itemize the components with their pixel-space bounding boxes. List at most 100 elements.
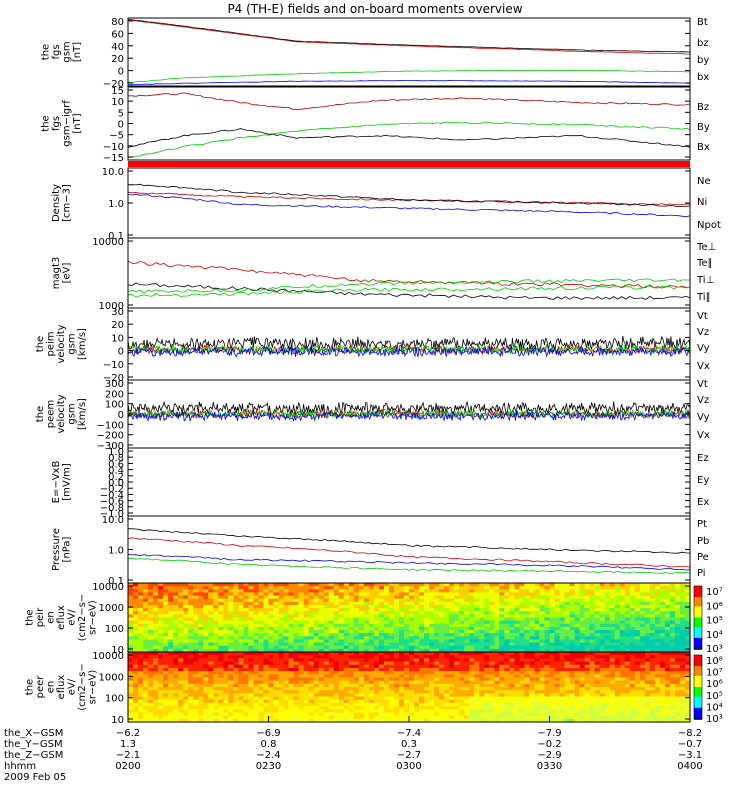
heatmap-cell [644, 693, 651, 698]
heatmap-cell [363, 623, 370, 628]
heatmap-cell [243, 690, 250, 694]
heatmap-cell [173, 598, 179, 603]
heatmap-cell [559, 693, 566, 698]
heatmap-cell [679, 642, 686, 647]
heatmap-cell [303, 696, 310, 701]
heatmap-cell [388, 658, 395, 663]
heatmap-cell [664, 633, 671, 637]
heatmap-cell [168, 671, 174, 675]
heatmap-cell [293, 699, 300, 704]
heatmap-cell [529, 595, 536, 600]
heatmap-cell [278, 696, 285, 701]
heatmap-cell [128, 667, 134, 672]
heatmap-cell [424, 699, 430, 704]
heatmap-cell [248, 595, 255, 600]
heatmap-cell [348, 693, 355, 698]
heatmap-cell [193, 696, 199, 701]
heatmap-cell [308, 592, 315, 597]
colorbar-peir_eflux [693, 585, 703, 650]
heatmap-cell [378, 699, 385, 704]
heatmap-cell [288, 636, 295, 641]
heatmap-cell [218, 683, 224, 688]
heatmap-cell [278, 690, 285, 694]
heatmap-cell [353, 661, 360, 666]
heatmap-cell [474, 589, 480, 594]
heatmap-cell [454, 642, 460, 647]
heatmap-cell [459, 693, 465, 698]
y-tick-label: −5 [109, 131, 124, 142]
heatmap-cell [664, 693, 671, 698]
heatmap-cell [579, 658, 586, 663]
heatmap-cell [143, 661, 149, 666]
heatmap-cell [499, 702, 505, 707]
heatmap-cell [218, 614, 224, 619]
heatmap-cell [133, 598, 139, 603]
heatmap-cell [654, 639, 661, 644]
heatmap-cell [419, 674, 425, 679]
heatmap-cell [403, 693, 410, 698]
heatmap-cell [203, 642, 209, 647]
heatmap-cell [298, 589, 305, 594]
heatmap-cell [278, 608, 285, 612]
heatmap-cell [539, 683, 546, 688]
heatmap-cell [619, 617, 626, 622]
heatmap-cell [403, 677, 410, 682]
heatmap-cell [258, 687, 265, 691]
heatmap-cell [554, 592, 561, 597]
heatmap-cell [198, 658, 204, 663]
heatmap-cell [424, 690, 430, 694]
heatmap-cell [544, 630, 551, 634]
heatmap-cell [554, 702, 561, 707]
heatmap-cell [594, 592, 601, 597]
heatmap-cell [629, 630, 636, 634]
heatmap-cell [318, 680, 325, 685]
heatmap-cell [629, 671, 636, 675]
heatmap-cell [303, 583, 310, 587]
heatmap-cell [464, 712, 470, 717]
heatmap-cell [494, 677, 500, 682]
heatmap-cell [238, 664, 245, 669]
heatmap-cell [318, 690, 325, 694]
heatmap-cell [158, 699, 164, 704]
heatmap-cell [504, 583, 510, 587]
heatmap-cell [459, 645, 465, 650]
heatmap-cell [248, 664, 255, 669]
heatmap-cell [323, 687, 330, 691]
heatmap-cell [664, 658, 671, 663]
heatmap-cell [454, 664, 460, 669]
heatmap-cell [278, 667, 285, 672]
heatmap-cell [238, 598, 245, 603]
heatmap-cell [534, 709, 541, 714]
heatmap-cell [539, 586, 546, 590]
heatmap-cell [388, 706, 395, 710]
heatmap-cell [263, 611, 270, 615]
heatmap-cell [153, 661, 159, 666]
heatmap-cell [474, 639, 480, 644]
heatmap-cell [238, 680, 245, 685]
heatmap-cell [388, 712, 395, 717]
heatmap-cell [223, 648, 229, 653]
heatmap-cell [559, 623, 566, 628]
heatmap-cell [388, 604, 395, 609]
heatmap-cell [409, 652, 415, 656]
heatmap-cell [198, 661, 204, 666]
heatmap-cell [183, 652, 189, 656]
heatmap-cell [464, 598, 470, 603]
heatmap-cell [308, 636, 315, 641]
heatmap-cell [153, 598, 159, 603]
heatmap-cell [333, 655, 340, 659]
heatmap-cell [308, 633, 315, 637]
heatmap-cell [233, 712, 239, 717]
heatmap-cell [243, 645, 250, 650]
heatmap-cell [544, 655, 551, 659]
heatmap-cell [679, 652, 686, 656]
heatmap-cell [138, 687, 144, 691]
heatmap-cell [318, 671, 325, 675]
heatmap-cell [233, 671, 239, 675]
heatmap-cell [579, 614, 586, 619]
heatmap-cell [664, 690, 671, 694]
heatmap-cell [599, 604, 606, 609]
heatmap-cell [589, 611, 596, 615]
heatmap-cell [338, 639, 345, 644]
heatmap-cell [298, 617, 305, 622]
